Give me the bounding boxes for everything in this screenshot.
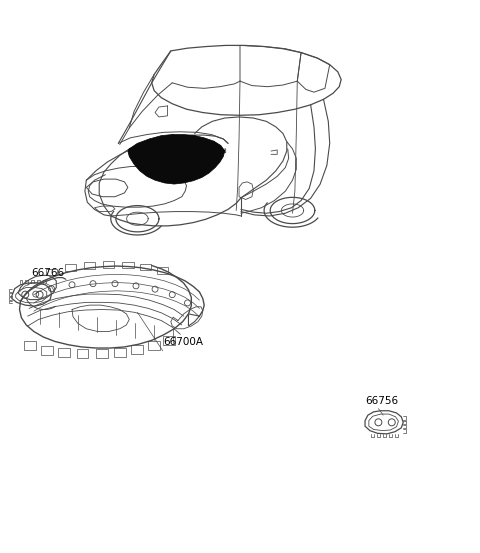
Text: 66700A: 66700A bbox=[164, 337, 204, 347]
Text: 66766: 66766 bbox=[32, 268, 65, 278]
Polygon shape bbox=[128, 134, 225, 184]
Text: 66756: 66756 bbox=[365, 396, 398, 406]
